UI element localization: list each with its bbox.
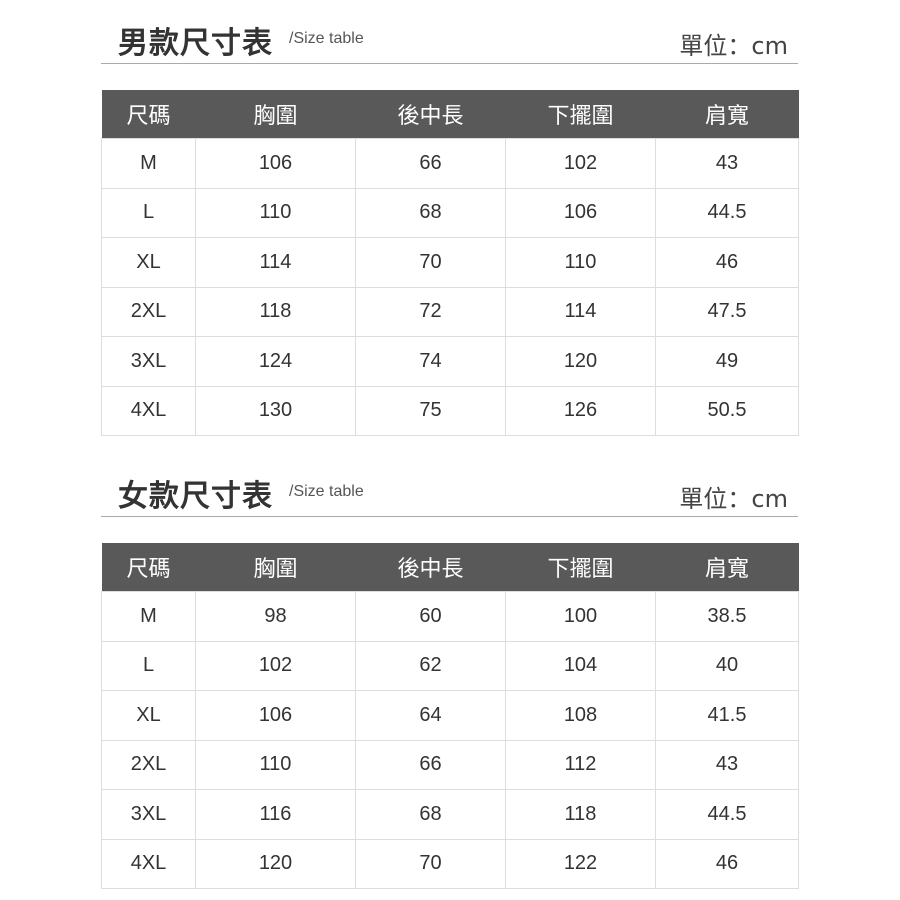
column-header: 肩寬 <box>655 543 799 592</box>
table-row: 3XL 124 74 120 49 <box>101 336 799 387</box>
divider <box>101 63 798 64</box>
size-cell: M <box>101 138 196 189</box>
size-cell: 4XL <box>101 385 196 436</box>
measurement-cell: 43 <box>655 739 799 790</box>
table-row: M 98 60 100 38.5 <box>101 591 799 642</box>
measurement-cell: 41.5 <box>655 690 799 741</box>
measurement-cell: 130 <box>195 385 356 436</box>
size-cell: M <box>101 591 196 642</box>
measurement-cell: 124 <box>195 336 356 387</box>
table-row: 4XL 120 70 122 46 <box>101 838 799 889</box>
section-title: 男款尺寸表 <box>118 26 273 61</box>
column-header: 胸圍 <box>195 90 356 139</box>
column-header: 後中長 <box>355 90 506 139</box>
column-header: 尺碼 <box>101 90 196 139</box>
column-header: 後中長 <box>355 543 506 592</box>
measurement-cell: 106 <box>505 187 656 238</box>
section-subtitle: /Size table <box>289 30 364 47</box>
measurement-cell: 40 <box>655 640 799 691</box>
table-row: 2XL 118 72 114 47.5 <box>101 286 799 337</box>
measurement-cell: 102 <box>195 640 356 691</box>
measurement-cell: 49 <box>655 336 799 387</box>
table-row: 2XL 110 66 112 43 <box>101 739 799 790</box>
table-row: 3XL 116 68 118 44.5 <box>101 789 799 840</box>
measurement-cell: 75 <box>355 385 506 436</box>
measurement-cell: 66 <box>355 138 506 189</box>
table-row: L 110 68 106 44.5 <box>101 187 799 238</box>
measurement-cell: 74 <box>355 336 506 387</box>
table-row: L 102 62 104 40 <box>101 640 799 691</box>
measurement-cell: 110 <box>195 739 356 790</box>
divider <box>101 516 798 517</box>
column-header: 尺碼 <box>101 543 196 592</box>
table-row: 4XL 130 75 126 50.5 <box>101 385 799 436</box>
header-row: 尺碼 胸圍 後中長 下擺圍 肩寬 <box>101 90 799 139</box>
measurement-cell: 114 <box>505 286 656 337</box>
measurement-cell: 102 <box>505 138 656 189</box>
column-header: 肩寬 <box>655 90 799 139</box>
measurement-cell: 122 <box>505 838 656 889</box>
table-row: XL 114 70 110 46 <box>101 237 799 288</box>
measurement-cell: 120 <box>195 838 356 889</box>
size-cell: XL <box>101 690 196 741</box>
measurement-cell: 60 <box>355 591 506 642</box>
measurement-cell: 106 <box>195 690 356 741</box>
measurement-cell: 68 <box>355 789 506 840</box>
measurement-cell: 126 <box>505 385 656 436</box>
measurement-cell: 114 <box>195 237 356 288</box>
size-cell: 2XL <box>101 739 196 790</box>
measurement-cell: 43 <box>655 138 799 189</box>
column-header: 下擺圍 <box>505 543 656 592</box>
measurement-cell: 106 <box>195 138 356 189</box>
table-row: M 106 66 102 43 <box>101 138 799 189</box>
column-header: 胸圍 <box>195 543 356 592</box>
table-row: XL 106 64 108 41.5 <box>101 690 799 741</box>
womens-size-table: 尺碼 胸圍 後中長 下擺圍 肩寬 M 98 60 100 38.5 L 102 62 104 40 XL 10… <box>101 543 799 889</box>
measurement-cell: 118 <box>195 286 356 337</box>
section-title: 女款尺寸表 <box>118 479 273 514</box>
header-row: 尺碼 胸圍 後中長 下擺圍 肩寬 <box>101 543 799 592</box>
size-cell: 4XL <box>101 838 196 889</box>
measurement-cell: 66 <box>355 739 506 790</box>
size-cell: XL <box>101 237 196 288</box>
measurement-cell: 62 <box>355 640 506 691</box>
measurement-cell: 64 <box>355 690 506 741</box>
measurement-cell: 70 <box>355 838 506 889</box>
measurement-cell: 38.5 <box>655 591 799 642</box>
measurement-cell: 116 <box>195 789 356 840</box>
unit-label: 單位：cm <box>679 32 788 60</box>
measurement-cell: 120 <box>505 336 656 387</box>
measurement-cell: 70 <box>355 237 506 288</box>
size-cell: 2XL <box>101 286 196 337</box>
measurement-cell: 118 <box>505 789 656 840</box>
column-header: 下擺圍 <box>505 90 656 139</box>
measurement-cell: 44.5 <box>655 187 799 238</box>
measurement-cell: 110 <box>505 237 656 288</box>
measurement-cell: 44.5 <box>655 789 799 840</box>
section-subtitle: /Size table <box>289 483 364 500</box>
measurement-cell: 110 <box>195 187 356 238</box>
measurement-cell: 50.5 <box>655 385 799 436</box>
measurement-cell: 100 <box>505 591 656 642</box>
measurement-cell: 46 <box>655 838 799 889</box>
measurement-cell: 72 <box>355 286 506 337</box>
measurement-cell: 98 <box>195 591 356 642</box>
size-cell: L <box>101 640 196 691</box>
unit-label: 單位：cm <box>679 485 788 513</box>
size-cell: L <box>101 187 196 238</box>
measurement-cell: 112 <box>505 739 656 790</box>
measurement-cell: 108 <box>505 690 656 741</box>
size-cell: 3XL <box>101 336 196 387</box>
size-cell: 3XL <box>101 789 196 840</box>
measurement-cell: 68 <box>355 187 506 238</box>
measurement-cell: 46 <box>655 237 799 288</box>
mens-size-table: 尺碼 胸圍 後中長 下擺圍 肩寬 M 106 66 102 43 L 110 68 106 44.5 XL 1… <box>101 90 799 436</box>
measurement-cell: 104 <box>505 640 656 691</box>
measurement-cell: 47.5 <box>655 286 799 337</box>
